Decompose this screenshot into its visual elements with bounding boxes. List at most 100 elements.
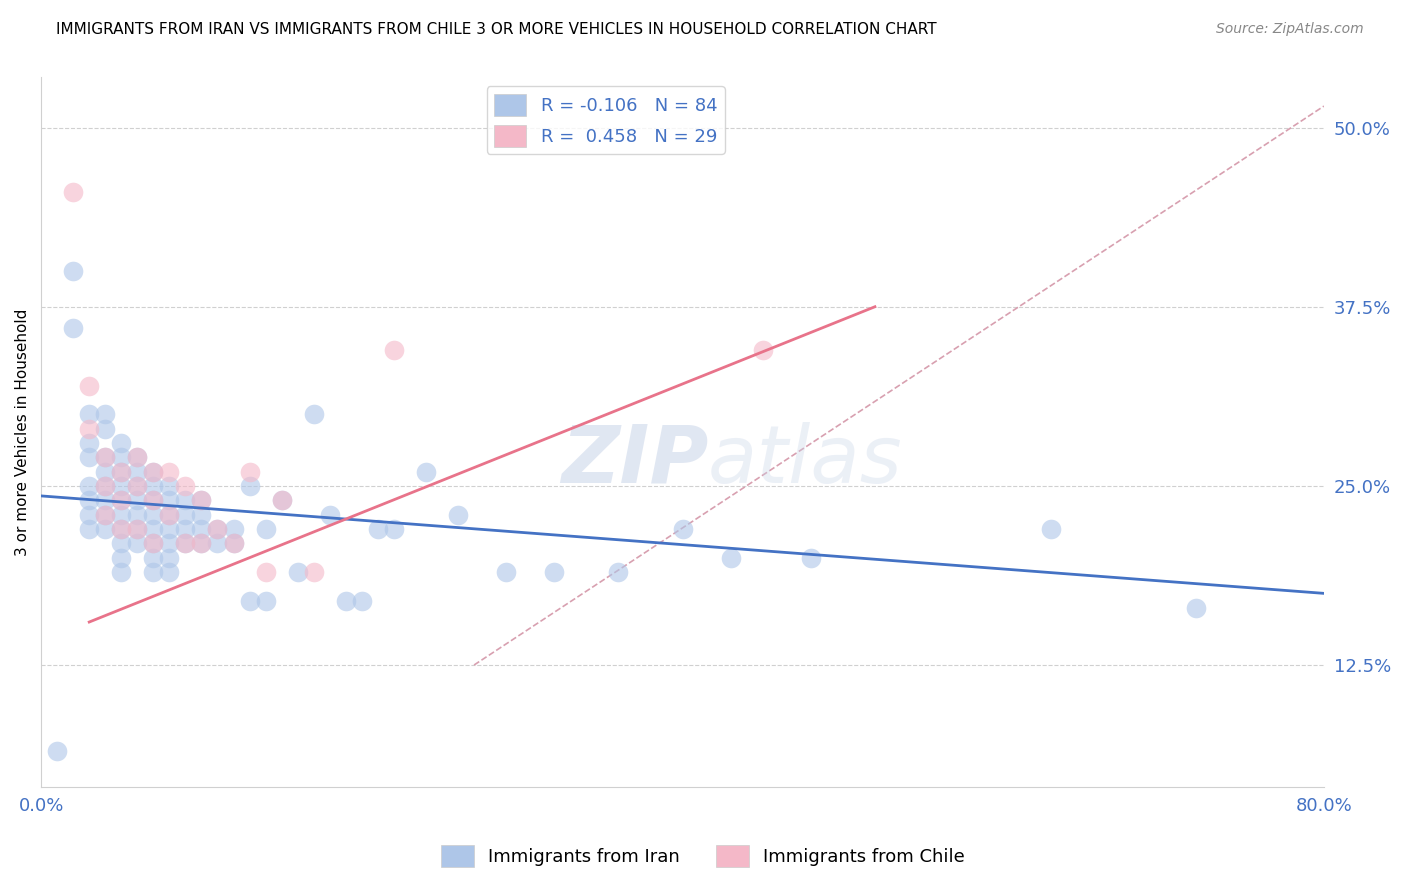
- Point: [142, 550, 165, 565]
- Point: [127, 465, 149, 479]
- Point: [157, 508, 180, 522]
- Point: [110, 522, 132, 536]
- Point: [77, 479, 100, 493]
- Point: [222, 536, 245, 550]
- Point: [157, 550, 180, 565]
- Point: [207, 522, 229, 536]
- Point: [174, 508, 197, 522]
- Point: [190, 536, 212, 550]
- Point: [447, 508, 470, 522]
- Y-axis label: 3 or more Vehicles in Household: 3 or more Vehicles in Household: [15, 309, 30, 556]
- Point: [157, 522, 180, 536]
- Point: [287, 565, 309, 579]
- Point: [142, 536, 165, 550]
- Text: IMMIGRANTS FROM IRAN VS IMMIGRANTS FROM CHILE 3 OR MORE VEHICLES IN HOUSEHOLD CO: IMMIGRANTS FROM IRAN VS IMMIGRANTS FROM …: [56, 22, 936, 37]
- Point: [77, 508, 100, 522]
- Point: [335, 593, 357, 607]
- Point: [94, 522, 117, 536]
- Point: [157, 565, 180, 579]
- Text: atlas: atlas: [709, 422, 903, 500]
- Point: [77, 522, 100, 536]
- Point: [1184, 600, 1206, 615]
- Point: [77, 450, 100, 465]
- Point: [174, 522, 197, 536]
- Point: [800, 550, 823, 565]
- Point: [127, 450, 149, 465]
- Point: [110, 508, 132, 522]
- Point: [110, 493, 132, 508]
- Point: [110, 436, 132, 450]
- Point: [94, 479, 117, 493]
- Point: [495, 565, 517, 579]
- Point: [415, 465, 437, 479]
- Point: [94, 450, 117, 465]
- Point: [157, 479, 180, 493]
- Point: [190, 522, 212, 536]
- Point: [382, 343, 405, 357]
- Point: [77, 436, 100, 450]
- Point: [157, 536, 180, 550]
- Point: [142, 508, 165, 522]
- Point: [142, 536, 165, 550]
- Point: [110, 450, 132, 465]
- Point: [142, 493, 165, 508]
- Text: ZIP: ZIP: [561, 422, 709, 500]
- Point: [350, 593, 373, 607]
- Point: [319, 508, 342, 522]
- Point: [142, 465, 165, 479]
- Point: [174, 536, 197, 550]
- Point: [77, 493, 100, 508]
- Point: [238, 479, 260, 493]
- Text: Source: ZipAtlas.com: Source: ZipAtlas.com: [1216, 22, 1364, 37]
- Point: [127, 479, 149, 493]
- Point: [127, 493, 149, 508]
- Point: [94, 421, 117, 435]
- Point: [77, 407, 100, 421]
- Point: [607, 565, 630, 579]
- Point: [127, 536, 149, 550]
- Point: [174, 536, 197, 550]
- Point: [62, 185, 84, 199]
- Point: [127, 479, 149, 493]
- Point: [302, 407, 325, 421]
- Point: [382, 522, 405, 536]
- Point: [254, 565, 277, 579]
- Point: [46, 744, 69, 758]
- Point: [110, 536, 132, 550]
- Point: [94, 407, 117, 421]
- Point: [302, 565, 325, 579]
- Point: [270, 493, 292, 508]
- Point: [254, 593, 277, 607]
- Point: [142, 565, 165, 579]
- Point: [238, 593, 260, 607]
- Point: [127, 508, 149, 522]
- Point: [77, 421, 100, 435]
- Point: [157, 508, 180, 522]
- Point: [142, 522, 165, 536]
- Point: [77, 378, 100, 392]
- Point: [157, 493, 180, 508]
- Point: [94, 493, 117, 508]
- Point: [222, 522, 245, 536]
- Point: [751, 343, 773, 357]
- Point: [254, 522, 277, 536]
- Point: [543, 565, 565, 579]
- Point: [62, 264, 84, 278]
- Point: [62, 321, 84, 335]
- Point: [142, 479, 165, 493]
- Point: [270, 493, 292, 508]
- Point: [127, 522, 149, 536]
- Point: [671, 522, 693, 536]
- Legend: Immigrants from Iran, Immigrants from Chile: Immigrants from Iran, Immigrants from Ch…: [434, 838, 972, 874]
- Point: [190, 493, 212, 508]
- Point: [157, 465, 180, 479]
- Point: [207, 536, 229, 550]
- Point: [127, 450, 149, 465]
- Point: [110, 522, 132, 536]
- Point: [174, 493, 197, 508]
- Point: [94, 450, 117, 465]
- Point: [110, 465, 132, 479]
- Point: [110, 550, 132, 565]
- Point: [94, 508, 117, 522]
- Point: [190, 508, 212, 522]
